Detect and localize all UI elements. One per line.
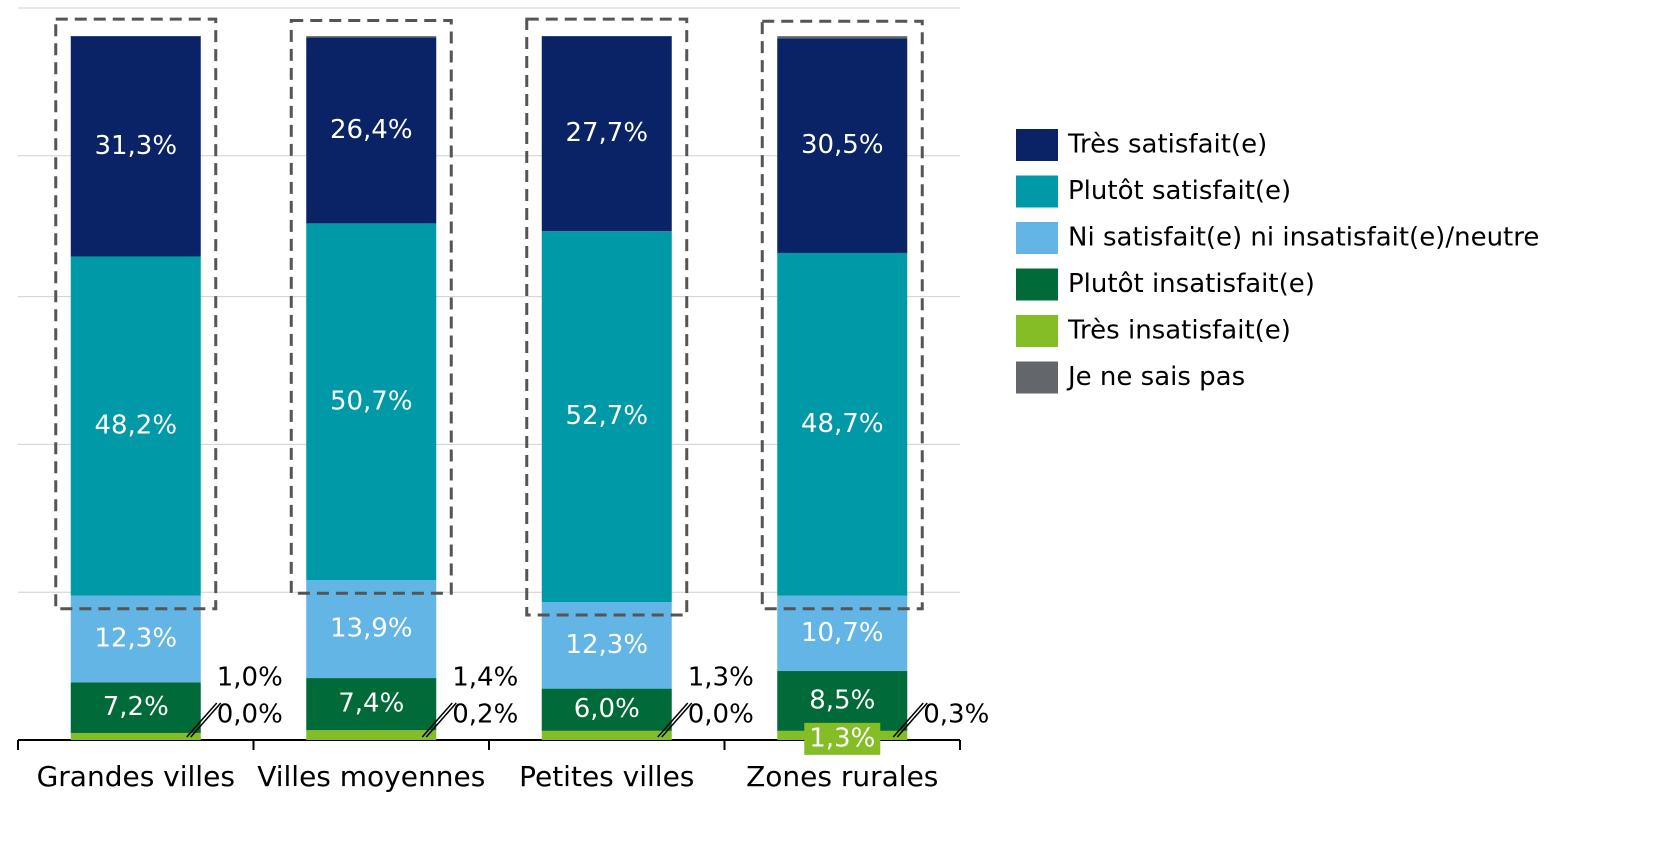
bar-segment [306,678,437,731]
bar-segment [541,231,672,603]
x-tick-label: Grandes villes [37,760,235,793]
bar-segment [306,580,437,679]
value-label: 26,4% [330,115,413,145]
bar-segment [306,36,437,38]
bar-segment [70,256,201,596]
value-label: 50,7% [330,386,413,416]
value-label-box [804,722,881,755]
leader-line [425,702,457,738]
legend-label: Très insatisfait(e) [1067,316,1291,346]
leader-line [661,702,693,738]
legend-label: Ni satisfait(e) ni insatisfait(e)/neutre [1068,223,1539,253]
bar-segment [70,732,201,740]
value-label: 1,3% [688,663,754,693]
legend-label: Très satisfait(e) [1067,130,1267,160]
x-tick-label: Zones rurales [746,760,938,793]
value-label: 7,2% [103,692,169,722]
value-label: 52,7% [565,401,648,431]
legend-swatch [1016,175,1058,208]
value-label: 0,0% [217,700,283,730]
satisfied-outline [54,17,218,611]
value-label: 48,7% [801,409,884,439]
bar-segment [70,682,201,733]
value-label: 12,3% [565,630,648,660]
value-label: 30,5% [801,130,884,160]
bar-segment [541,688,672,731]
bar-segment [777,252,908,596]
x-tick-label: Petites villes [519,760,694,793]
bar-segment [306,37,437,224]
value-label: 1,0% [217,663,283,693]
leader-line [186,702,218,738]
value-label: 1,3% [809,723,875,753]
legend-swatch [1016,268,1058,301]
value-label: 0,0% [688,700,754,730]
bar-segment [777,38,908,253]
legend-swatch [1016,315,1058,347]
value-label: 48,2% [94,411,177,441]
satisfied-outline [525,17,689,617]
value-label: 13,9% [330,614,413,644]
bar-segment [777,671,908,731]
legend-swatch [1016,361,1058,394]
bar-segment [777,36,908,39]
bar-segment [541,36,672,232]
value-label: 8,5% [809,685,875,715]
legend-label: Plutôt satisfait(e) [1068,176,1291,206]
value-label: 12,3% [94,623,177,653]
x-tick-label: Villes moyennes [257,760,485,793]
satisfied-outline [760,19,924,611]
value-label: 10,7% [801,618,884,648]
bar-segment [306,730,437,740]
value-label: 6,0% [574,694,640,724]
legend-swatch [1016,222,1058,254]
leader-line [421,702,453,738]
leader-line [892,702,924,738]
legend-label: Plutôt insatisfait(e) [1068,269,1315,299]
value-label: 0,2% [452,700,518,730]
satisfied-outline [289,19,453,595]
bar-segment [306,223,437,581]
legend-swatch [1016,129,1058,161]
bar-segment [541,730,672,740]
leader-line [657,702,689,738]
value-label: 27,7% [565,118,648,148]
value-label: 7,4% [338,689,404,719]
leader-line [190,702,222,738]
value-label: 1,4% [452,663,518,693]
value-label: 31,3% [94,131,177,161]
value-label: 0,3% [923,700,989,730]
leader-line [896,702,928,738]
bar-segment [70,36,201,257]
legend-label: Je ne sais pas [1066,362,1245,392]
